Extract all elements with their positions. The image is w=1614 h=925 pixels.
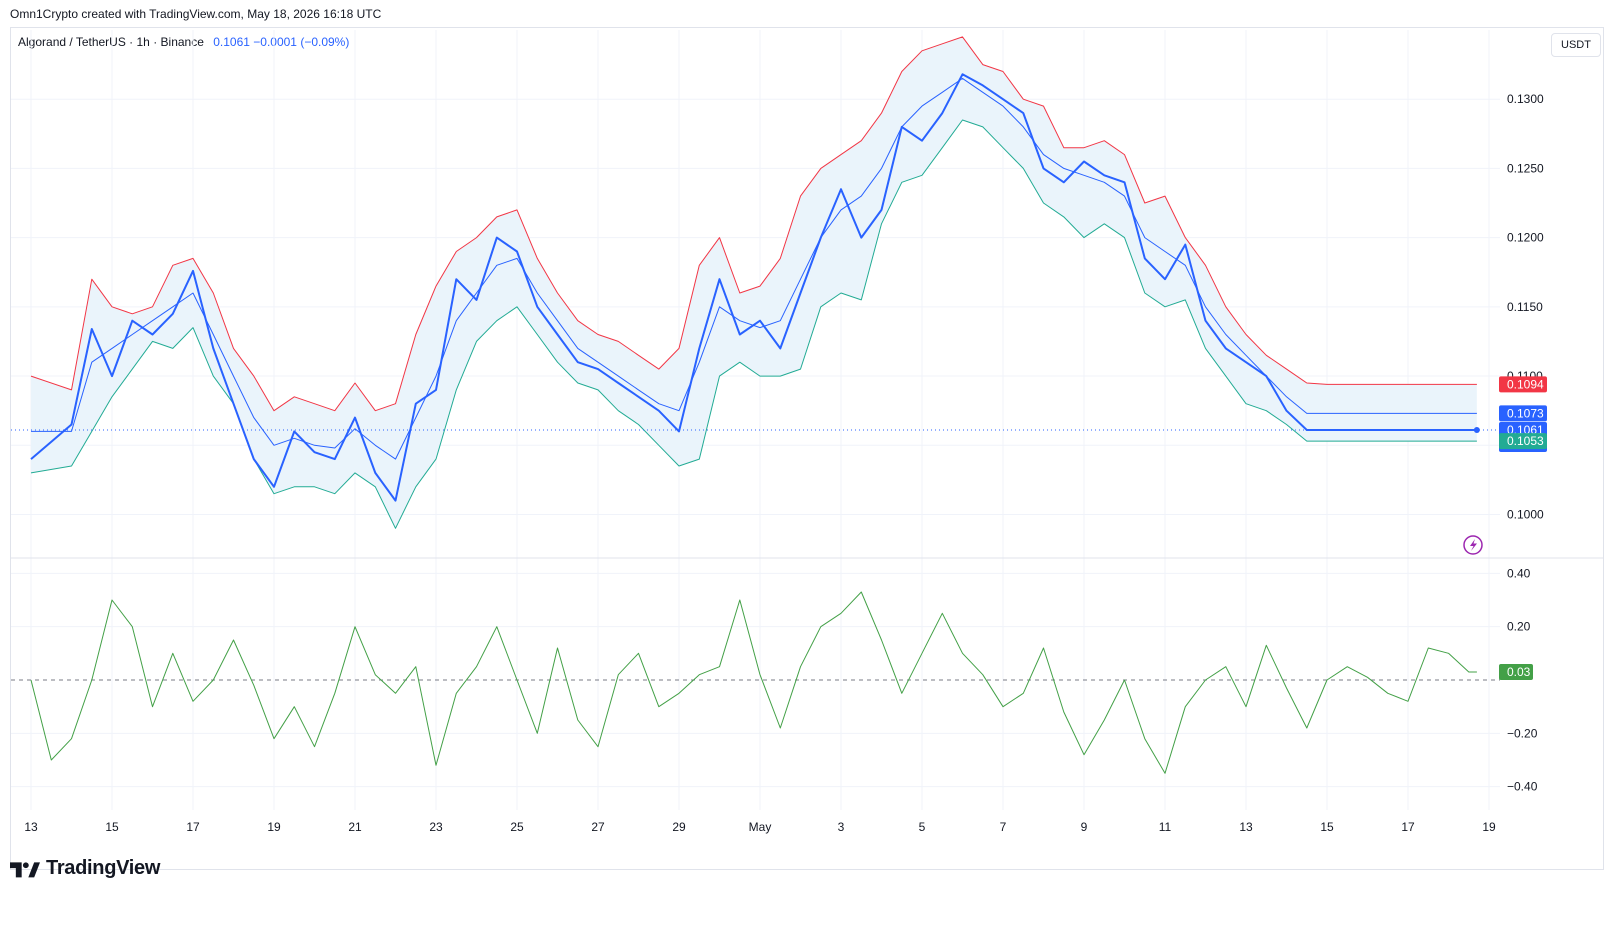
x-tick-label: May xyxy=(749,820,772,834)
basis-tag-label: 0.1073 xyxy=(1507,406,1544,420)
x-tick-label: 13 xyxy=(24,820,38,834)
upper-band-tag-label: 0.1094 xyxy=(1507,377,1544,391)
y-tick-label: −0.20 xyxy=(1507,726,1538,740)
x-tick-label: 21 xyxy=(348,820,362,834)
chart-frame xyxy=(10,27,1604,870)
lightning-icon[interactable] xyxy=(1463,535,1483,555)
x-tick-label: 11 xyxy=(1159,820,1172,834)
lower-band-tag-label: 0.1053 xyxy=(1507,434,1544,448)
y-tick-label: 0.40 xyxy=(1507,566,1531,580)
x-tick-label: 5 xyxy=(919,820,926,834)
y-tick-label: −0.40 xyxy=(1507,780,1538,794)
basis-tag xyxy=(1499,405,1547,422)
symbol-name: Algorand / TetherUS · 1h · Binance xyxy=(18,35,204,49)
y-tick-label: 0.1000 xyxy=(1507,507,1544,521)
tradingview-logo-icon xyxy=(10,861,40,877)
x-tick-label: 27 xyxy=(591,820,605,834)
x-tick-label: 13 xyxy=(1239,820,1253,834)
oscillator-line xyxy=(30,591,1477,774)
band-fill xyxy=(31,36,1477,529)
x-tick-label: 15 xyxy=(1320,820,1334,834)
upper-band-line xyxy=(30,36,1477,412)
x-tick-label: 9 xyxy=(1081,820,1088,834)
x-tick-label: 7 xyxy=(1000,820,1007,834)
brand-name: TradingView xyxy=(46,857,161,879)
x-tick-label: 17 xyxy=(186,820,200,834)
lower-band-line xyxy=(30,119,1477,529)
brand-logo[interactable]: TradingView xyxy=(10,857,160,880)
x-tick-label: 19 xyxy=(267,820,281,834)
x-tick-label: 15 xyxy=(105,820,119,834)
x-tick-label: 19 xyxy=(1482,820,1496,834)
x-tick-label: 25 xyxy=(510,820,524,834)
symbol-legend: Algorand / TetherUS · 1h · Binance 0.106… xyxy=(18,35,349,49)
upper-band-tag xyxy=(1499,376,1547,393)
last-price-dot xyxy=(1473,427,1480,434)
y-tick-label: 0.20 xyxy=(1507,620,1531,634)
oscillator-tag xyxy=(1499,664,1533,680)
y-tick-label: 0.1200 xyxy=(1507,231,1544,245)
y-tick-label: 0.1150 xyxy=(1507,300,1543,314)
y-tick-label: 0.1250 xyxy=(1507,161,1544,175)
x-tick-label: 29 xyxy=(672,820,686,834)
x-tick-label: 3 xyxy=(838,820,845,834)
oscillator-tag-label: 0.03 xyxy=(1507,665,1531,679)
x-tick-label: 17 xyxy=(1401,820,1415,834)
price-line xyxy=(30,73,1477,502)
y-tick-label: 0.1300 xyxy=(1507,92,1544,106)
currency-button[interactable]: USDT xyxy=(1551,33,1601,57)
x-tick-label: 23 xyxy=(429,820,443,834)
symbol-values: 0.1061 −0.0001 (−0.09%) xyxy=(213,35,350,49)
lower-band-tag xyxy=(1499,433,1547,450)
attribution-text: Omn1Crypto created with TradingView.com,… xyxy=(10,7,382,21)
